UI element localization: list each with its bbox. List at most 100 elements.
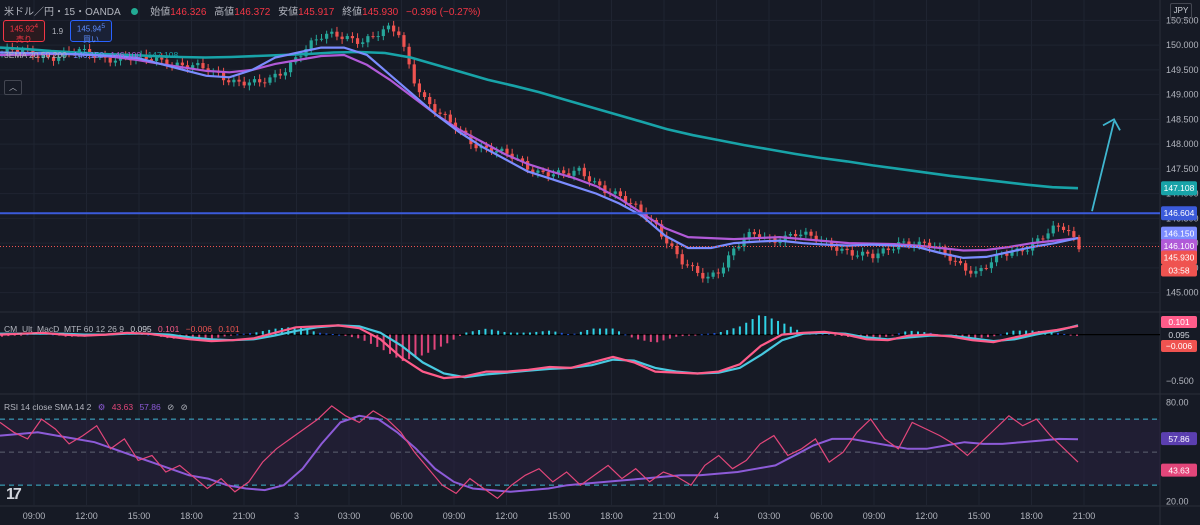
- candle-body: [288, 62, 293, 73]
- macd-histogram-bar: [439, 334, 442, 347]
- macd-histogram-bar: [1056, 332, 1059, 335]
- macd-histogram-bar: [840, 334, 843, 337]
- sell-button[interactable]: 145.924 売り: [3, 20, 45, 44]
- macd-histogram-bar: [490, 329, 493, 335]
- candle-body: [531, 169, 535, 173]
- buy-price: 145.94: [76, 24, 102, 34]
- rsi-legend[interactable]: RSI 14 close SMA 14 2 ⚙ 43.63 57.86 ⊘ ⊘: [4, 402, 188, 413]
- collapse-legend-button[interactable]: ︿: [4, 80, 22, 95]
- macd-histogram-bar: [980, 334, 983, 338]
- candle-body: [252, 79, 257, 83]
- price-tag: [1161, 206, 1197, 221]
- macd-histogram-bar: [726, 330, 729, 335]
- candle-body: [690, 265, 695, 267]
- macd-histogram-bar: [497, 330, 500, 335]
- candle-body: [335, 31, 339, 37]
- candle-body: [283, 72, 288, 76]
- candle-body: [927, 242, 932, 248]
- macd-histogram-bar: [993, 334, 996, 337]
- macd-histogram-bar: [885, 334, 888, 337]
- candle-body: [639, 204, 643, 213]
- candle-body: [191, 65, 195, 69]
- candle-body: [330, 31, 334, 34]
- macd-tag: [1161, 329, 1197, 341]
- candle-body: [299, 56, 303, 58]
- macd-histogram-bar: [261, 331, 264, 335]
- macd-histogram-bar: [414, 334, 417, 358]
- macd-histogram-bar: [204, 334, 207, 339]
- candle-body: [309, 40, 313, 49]
- candle-body: [979, 268, 983, 272]
- macd-histogram-bar: [223, 334, 226, 337]
- macd-histogram-bar: [738, 326, 741, 335]
- candle-body: [448, 114, 452, 123]
- currency-button[interactable]: JPY: [1170, 3, 1192, 19]
- y-tick-label: 147.500: [1166, 164, 1199, 174]
- macd-histogram-bar: [471, 331, 474, 335]
- price-tag-label: 146.100: [1164, 241, 1195, 251]
- low-value: 145.917: [298, 7, 335, 18]
- candle-body: [392, 25, 396, 32]
- candle-body: [948, 253, 952, 261]
- candle-body: [582, 167, 586, 177]
- price-tag-label: 146.150: [1164, 229, 1195, 239]
- macd-legend[interactable]: CM_Ult_MacD_MTF 60 12 26 9 0.095 0.101 −…: [4, 324, 240, 334]
- x-tick-label: 12:00: [495, 511, 518, 521]
- buy-button[interactable]: 145.945 買い: [70, 20, 112, 44]
- macd-histogram-bar: [897, 333, 900, 335]
- macd-histogram-bar: [1025, 330, 1028, 335]
- macd-histogram-bar: [681, 334, 684, 337]
- candle-body: [871, 253, 875, 259]
- macd-histogram-bar: [1012, 330, 1015, 335]
- candle-body: [598, 181, 602, 186]
- candle-body: [361, 42, 365, 44]
- candle-body: [237, 79, 241, 82]
- candle-body: [1010, 251, 1014, 256]
- chevron-up-icon: ︿: [9, 83, 17, 92]
- candle-body: [278, 73, 282, 76]
- settings-gear-icon[interactable]: ⚙: [97, 402, 106, 412]
- candle-body: [711, 272, 715, 277]
- candle-body: [634, 203, 638, 205]
- candle-body: [886, 248, 890, 251]
- y-tick-label: 148.000: [1166, 139, 1199, 149]
- macd-histogram-bar: [783, 323, 786, 335]
- macd-histogram-bar: [465, 332, 468, 335]
- y-tick-label: −0.500: [1166, 376, 1194, 386]
- y-tick-label: 149.000: [1166, 90, 1199, 100]
- price-tag-label: 146.604: [1164, 208, 1195, 218]
- candle-body: [783, 235, 787, 243]
- candle-body: [160, 57, 164, 60]
- candle-body: [974, 271, 978, 274]
- ema-legend[interactable]: 3EMA 20 50 200 146.150 146.100 147.108: [4, 50, 178, 60]
- macd-histogram-bar: [916, 331, 919, 335]
- macd-histogram-bar: [764, 316, 767, 335]
- symbol-title[interactable]: 米ドル／円・15・OANDA: [4, 7, 121, 18]
- macd-histogram-bar: [509, 332, 512, 335]
- sell-price: 145.92: [9, 24, 35, 34]
- macd-histogram-bar: [974, 334, 977, 339]
- candle-body: [701, 272, 705, 279]
- macd-tag-label: 0.101: [1168, 317, 1190, 327]
- candle-body: [433, 104, 437, 113]
- candle-body: [489, 147, 494, 153]
- macd-histogram-bar: [649, 334, 652, 342]
- candle-body: [386, 25, 391, 30]
- hide-eye-icon-2[interactable]: ⊘: [180, 402, 188, 412]
- macd-histogram-bar: [1063, 333, 1066, 335]
- candle-body: [428, 96, 432, 105]
- macd-histogram-bar: [13, 334, 16, 336]
- macd-histogram-bar: [878, 334, 881, 338]
- candle-body: [41, 54, 45, 58]
- macd-histogram-bar: [554, 331, 557, 335]
- macd-histogram-bar: [458, 334, 461, 336]
- candle-body: [1036, 238, 1040, 243]
- candle-body: [15, 49, 20, 52]
- hide-eye-icon[interactable]: ⊘: [167, 402, 175, 412]
- trend-arrow-line: [1091, 121, 1115, 212]
- candle-body: [964, 263, 968, 271]
- candle-body: [845, 248, 849, 251]
- x-tick-label: 12:00: [75, 511, 98, 521]
- macd-histogram-bar: [757, 315, 760, 335]
